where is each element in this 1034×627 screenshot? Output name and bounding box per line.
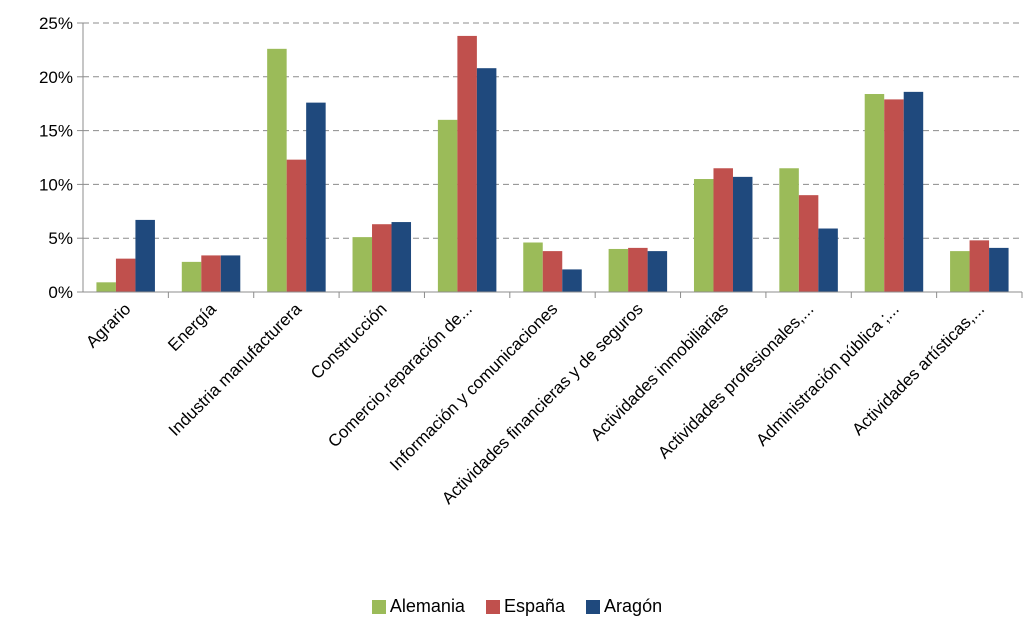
legend-item-alemania: Alemania — [371, 596, 465, 617]
bar-aragón — [562, 269, 582, 292]
y-tick-label: 0% — [48, 283, 73, 302]
bar-españa — [372, 224, 392, 292]
y-tick-labels: 0% 5% 10% 15% 20% 25% — [39, 14, 73, 302]
y-tick-label: 10% — [39, 175, 73, 194]
bar-aragón — [732, 176, 753, 292]
x-tick-label: Actividades inmobiliarias — [587, 299, 732, 444]
bar-aragón — [903, 91, 924, 292]
bars — [96, 35, 1009, 293]
legend-label-espana: España — [503, 596, 566, 616]
bar-alemania — [267, 48, 287, 292]
bar-españa — [542, 251, 563, 292]
bar-alemania — [950, 251, 970, 292]
bar-alemania — [779, 168, 799, 292]
bar-españa — [713, 168, 733, 292]
x-tick-label: Administración pública ;... — [752, 299, 902, 449]
bar-aragón — [476, 68, 497, 292]
legend-label-alemania: Alemania — [389, 596, 465, 616]
bar-aragón — [391, 222, 412, 292]
bar-alemania — [693, 179, 714, 292]
y-tick-label: 20% — [39, 68, 73, 87]
bar-alemania — [864, 94, 885, 293]
bar-aragón — [135, 219, 155, 292]
x-tick-label: Comercio,reparación de... — [324, 299, 476, 451]
bar-españa — [457, 35, 477, 293]
y-tick-label: 5% — [48, 229, 73, 248]
bar-españa — [969, 240, 990, 292]
bar-alemania — [352, 237, 373, 292]
bar-chart: 0%5%10%15%20%25% Agrario EnergíaIndustria… — [39, 14, 1023, 508]
axes — [77, 22, 1023, 298]
legend: Alemania España Aragón — [0, 596, 1034, 619]
bar-alemania — [96, 282, 116, 292]
legend-swatch-aragon — [586, 599, 601, 614]
legend-item-aragon: Aragón — [586, 596, 662, 617]
y-tick-label: 25% — [39, 14, 73, 33]
bar-alemania — [523, 242, 543, 292]
x-tick-label: Información y comunicaciones — [386, 299, 561, 474]
bar-españa — [798, 195, 819, 292]
bar-alemania — [181, 261, 202, 292]
bar-aragón — [306, 102, 326, 293]
bar-aragón — [818, 228, 838, 292]
bar-aragón — [989, 247, 1009, 292]
bar-españa — [628, 247, 648, 292]
legend-swatch-alemania — [371, 599, 386, 614]
bar-españa — [286, 159, 307, 292]
x-tick-label: Actividades profesionales,... — [654, 299, 817, 462]
bar-alemania — [608, 248, 629, 292]
x-tick-label: Agrario — [82, 299, 134, 351]
bar-españa — [884, 99, 904, 293]
bar-aragón — [647, 251, 668, 292]
x-tick-label: Energía — [164, 299, 220, 355]
legend-swatch-espana — [485, 599, 500, 614]
legend-item-espana: España — [485, 596, 566, 617]
y-tick-label: 15% — [39, 122, 73, 141]
bar-alemania — [437, 119, 458, 292]
bar-españa — [115, 258, 136, 292]
legend-label-aragon: Aragón — [604, 596, 663, 616]
bar-aragón — [220, 255, 241, 292]
bar-españa — [201, 255, 221, 292]
x-tick-label: Construcción — [307, 299, 391, 383]
